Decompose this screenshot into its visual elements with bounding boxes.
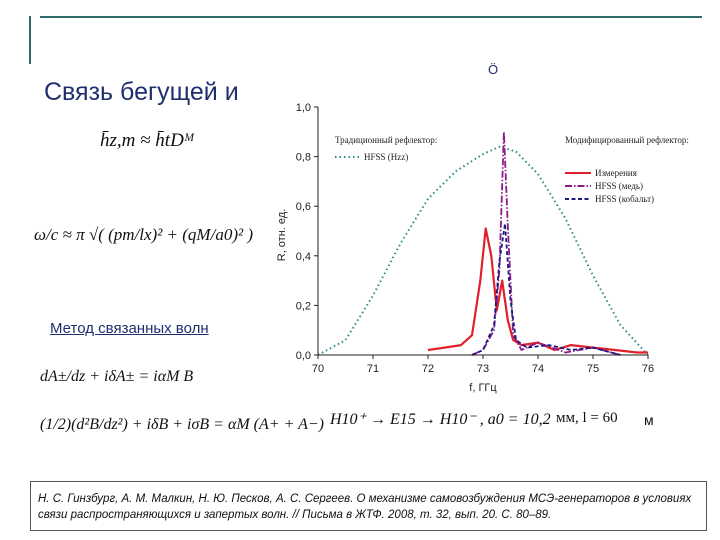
x-tick-label: 73: [477, 363, 489, 375]
x-tick-label: 70: [312, 363, 324, 375]
chart-background: [318, 107, 648, 355]
slide-title: Связь бегущей и: [44, 78, 239, 106]
series-line-3: [471, 222, 621, 356]
slide-frame-left: [29, 16, 31, 64]
y-axis-label: R, отн. ед.: [276, 209, 288, 262]
y-tick-label: 1,0: [296, 102, 311, 114]
method-link[interactable]: Метод связанных волн: [50, 320, 209, 337]
equation-trapped-wave: (1/2)(d²B/dz²) + iδB + iσB = αM (A+ + A−…: [40, 416, 324, 433]
legend-title-traditional: Традиционный рефлектор:: [335, 135, 437, 145]
wave-length-formula: мм, l = 60: [556, 410, 618, 426]
series-line-0: [317, 145, 649, 356]
x-tick-label: 75: [587, 363, 599, 375]
slide-frame-top: [40, 16, 702, 18]
series-line-2: [471, 130, 621, 356]
legend-label-1: Измерения: [595, 168, 637, 178]
wave-chain-formula: H10⁺ → E15 → H10⁻ , a0 = 10,2: [330, 411, 551, 428]
x-tick-label: 71: [367, 363, 379, 375]
x-axis-label: f, ГГц: [469, 382, 497, 394]
y-tick-label: 0,6: [296, 201, 311, 213]
reflection-chart: 70 71 72 73 74 75 76 0,0 0,2 0,4 0,6 0,8 1,0 f, ГГц …: [265, 95, 710, 407]
wave-tail: м: [644, 412, 654, 428]
slide-title-tail: Ö: [488, 62, 499, 77]
equation-forward-wave: dA±/dz + iδA± = iαM B: [40, 368, 194, 385]
x-tick-label: 74: [532, 363, 544, 375]
legend-label-3: HFSS (кобальт): [595, 194, 654, 204]
legend-title-modified: Модифицированный рефлектор:: [565, 135, 689, 145]
reference-box: [30, 481, 707, 531]
x-tick-label: 72: [422, 363, 434, 375]
y-tick-label: 0,2: [296, 300, 311, 312]
y-tick-label: 0,4: [296, 251, 311, 263]
reference-text: Н. С. Гинзбург, А. М. Малкин, Н. Ю. Песк…: [38, 493, 692, 521]
legend-label-2: HFSS (медь): [595, 181, 643, 191]
x-tick-label: 76: [642, 363, 654, 375]
y-tick-label: 0,0: [296, 350, 311, 362]
y-tick-label: 0,8: [296, 152, 311, 164]
formula-h-relation: h̄z,m ≈ h̄tDᴹ: [100, 130, 195, 151]
legend-label-0: HFSS (Hzz): [364, 152, 408, 162]
formula-omega-over-c: ω/c ≈ π √( (pm/lx)² + (qM/a0)² ): [34, 225, 253, 244]
